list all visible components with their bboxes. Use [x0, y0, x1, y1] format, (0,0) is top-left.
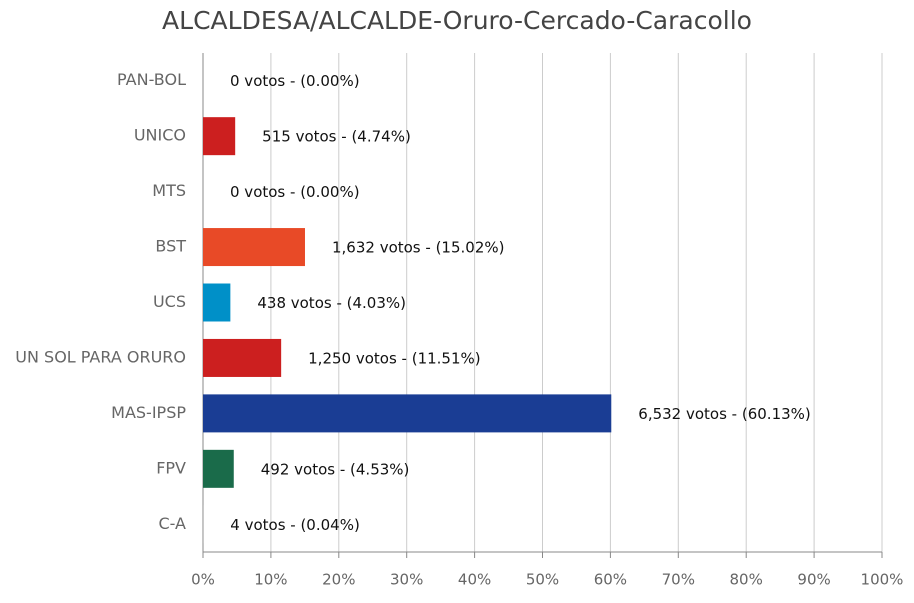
bar — [203, 117, 236, 156]
bar — [203, 338, 282, 377]
bar — [203, 283, 231, 322]
value-label: 1,250 votos - (11.51%) — [308, 349, 481, 367]
chart-title: ALCALDESA/ALCALDE-Oruro-Cercado-Caracoll… — [162, 6, 752, 35]
x-tick-label: 40% — [458, 571, 491, 589]
x-tick-label: 50% — [526, 571, 559, 589]
y-tick-label: UCS — [153, 292, 186, 311]
bar — [203, 449, 234, 488]
y-tick-label: UNICO — [134, 126, 186, 145]
x-tick-label: 10% — [254, 571, 287, 589]
bar — [203, 394, 612, 433]
value-label: 0 votos - (0.00%) — [230, 183, 360, 201]
x-tick-label: 60% — [594, 571, 627, 589]
y-tick-label: MAS-IPSP — [111, 403, 186, 422]
value-label: 438 votos - (4.03%) — [257, 294, 406, 312]
value-label: 492 votos - (4.53%) — [261, 460, 410, 478]
x-tick-label: 70% — [662, 571, 695, 589]
y-tick-label: FPV — [156, 458, 186, 477]
value-label: 1,632 votos - (15.02%) — [332, 239, 505, 257]
value-label: 4 votos - (0.04%) — [230, 516, 360, 534]
y-tick-label: MTS — [152, 181, 186, 200]
y-tick-label: BST — [155, 237, 186, 256]
x-tick-label: 30% — [390, 571, 423, 589]
value-label: 515 votos - (4.74%) — [262, 128, 411, 146]
bar — [203, 228, 305, 267]
y-tick-label: PAN-BOL — [117, 70, 186, 89]
y-tick-label: UN SOL PARA ORURO — [15, 347, 186, 366]
x-tick-label: 100% — [861, 571, 904, 589]
x-tick-label: 0% — [191, 571, 215, 589]
x-tick-label: 20% — [322, 571, 355, 589]
x-tick-label: 90% — [797, 571, 830, 589]
y-tick-label: C-A — [158, 514, 186, 533]
value-label: 0 votos - (0.00%) — [230, 72, 360, 90]
value-label: 6,532 votos - (60.13%) — [638, 405, 811, 423]
x-tick-label: 80% — [730, 571, 763, 589]
